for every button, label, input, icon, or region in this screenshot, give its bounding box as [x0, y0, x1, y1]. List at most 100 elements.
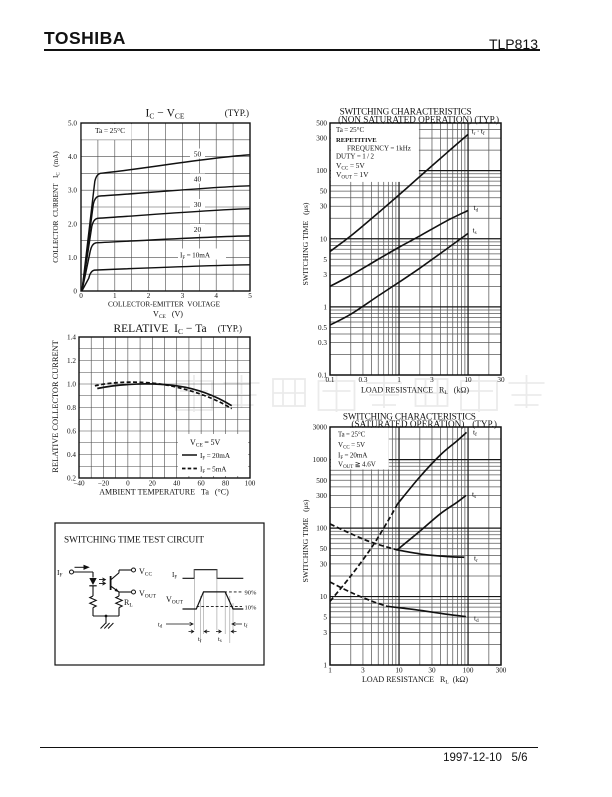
svg-text:40: 40 [194, 175, 202, 184]
svg-text:SWITCHING TIME (μs): SWITCHING TIME (μs) [301, 202, 310, 285]
svg-text:VOUT: VOUT [166, 595, 184, 606]
svg-text:40: 40 [173, 480, 181, 488]
svg-text:FREQUENCY = 1kHz: FREQUENCY = 1kHz [347, 145, 411, 153]
svg-text:VCC = 5V: VCC = 5V [338, 441, 365, 450]
svg-text:20: 20 [194, 225, 202, 234]
svg-text:80: 80 [222, 480, 230, 488]
svg-text:(NON SATURATED OPERATION) (TYP: (NON SATURATED OPERATION) (TYP.) [338, 114, 499, 124]
svg-text:500: 500 [316, 477, 327, 485]
svg-text:2: 2 [147, 292, 151, 300]
svg-text:ts: ts [472, 490, 476, 500]
svg-text:ts: ts [218, 636, 222, 644]
svg-text:COLLECTOR-EMITTER VOLTAGE: COLLECTOR-EMITTER VOLTAGE [108, 301, 221, 309]
svg-text:IF: IF [57, 568, 63, 578]
svg-text:Ta = 25°C: Ta = 25°C [338, 432, 366, 439]
svg-text:3: 3 [323, 629, 327, 637]
svg-text:SWITCHING CHARACTERISTICS: SWITCHING CHARACTERISTICS [343, 411, 476, 421]
svg-text:VOUT = 1V: VOUT = 1V [336, 170, 369, 181]
svg-text:1: 1 [397, 376, 401, 384]
svg-text:1997-12-10 5/6: 1997-12-10 5/6 [443, 752, 527, 764]
svg-text:50: 50 [320, 188, 328, 196]
svg-text:30: 30 [194, 200, 202, 209]
svg-text:30: 30 [320, 560, 328, 568]
svg-text:1.0: 1.0 [68, 254, 77, 262]
svg-text:td: td [158, 622, 163, 630]
svg-text:IF = 5mA: IF = 5mA [200, 466, 227, 475]
svg-text:DUTY = 1 / 2: DUTY = 1 / 2 [336, 153, 374, 161]
svg-text:0.2: 0.2 [67, 475, 76, 483]
svg-text:5: 5 [323, 256, 327, 264]
svg-text:90%: 90% [245, 590, 258, 597]
svg-text:5.0: 5.0 [68, 120, 77, 128]
svg-text:0.3: 0.3 [318, 339, 327, 347]
svg-text:5: 5 [248, 292, 252, 300]
svg-text:IF = 20mA: IF = 20mA [338, 452, 367, 461]
svg-text:RL: RL [124, 598, 133, 609]
svg-text:AMBIENT TEMPERATURE Ta (°C: AMBIENT TEMPERATURE Ta (°C) [99, 488, 229, 497]
svg-text:20: 20 [149, 480, 157, 488]
svg-text:3000: 3000 [313, 424, 328, 432]
svg-text:tf: tf [244, 622, 248, 630]
svg-text:0.5: 0.5 [318, 324, 327, 332]
svg-text:LOAD RESISTANCE RL (kΩ): LOAD RESISTANCE RL (kΩ) [361, 386, 469, 397]
svg-text:1000: 1000 [313, 456, 328, 464]
svg-text:300: 300 [316, 492, 327, 500]
svg-text:VCE (V): VCE (V) [153, 310, 183, 321]
svg-text:tr: tr [198, 636, 202, 644]
svg-text:0: 0 [79, 292, 83, 300]
svg-text:−20: −20 [98, 480, 110, 488]
svg-text:3: 3 [361, 667, 365, 675]
svg-text:td: td [474, 203, 479, 213]
svg-text:VCC = 5V: VCC = 5V [336, 161, 365, 172]
svg-text:VCC: VCC [139, 567, 152, 578]
svg-text:SWITCHING CHARACTERISTICS: SWITCHING CHARACTERISTICS [340, 106, 472, 116]
svg-text:0.8: 0.8 [67, 404, 76, 412]
svg-text:100: 100 [463, 667, 474, 675]
svg-text:tr: tr [474, 554, 478, 564]
svg-text:(TYP.): (TYP.) [218, 324, 242, 334]
svg-text:0: 0 [73, 288, 77, 296]
svg-text:3: 3 [181, 292, 185, 300]
svg-text:0.4: 0.4 [67, 451, 76, 459]
svg-text:500: 500 [316, 120, 327, 128]
svg-text:1.4: 1.4 [67, 334, 76, 342]
svg-text:50: 50 [320, 545, 328, 553]
svg-text:(TYP.): (TYP.) [225, 108, 249, 118]
svg-text:IF = 10mA: IF = 10mA [180, 252, 211, 261]
svg-text:1.2: 1.2 [67, 357, 76, 365]
svg-text:IF = 20mA: IF = 20mA [200, 452, 231, 461]
svg-text:1: 1 [323, 303, 327, 311]
svg-text:TOSHIBA: TOSHIBA [44, 28, 126, 48]
svg-text:0: 0 [126, 480, 130, 488]
svg-text:VOUT: VOUT [139, 589, 157, 600]
svg-text:60: 60 [198, 480, 206, 488]
svg-text:1: 1 [323, 662, 327, 670]
svg-text:0.1: 0.1 [326, 376, 335, 384]
svg-text:tr · tf: tr · tf [472, 127, 485, 137]
svg-text:1: 1 [113, 292, 117, 300]
svg-text:100: 100 [316, 167, 327, 175]
svg-text:COLLECTOR CURRENT IC (mA): COLLECTOR CURRENT IC (mA) [52, 151, 61, 263]
svg-text:10: 10 [395, 667, 403, 675]
svg-text:(TYP.): (TYP.) [472, 419, 497, 429]
svg-text:50: 50 [194, 150, 202, 159]
svg-text:100: 100 [245, 480, 256, 488]
svg-text:1: 1 [328, 667, 332, 675]
svg-text:2.0: 2.0 [68, 220, 77, 228]
svg-text:(SATURATED OPERATION): (SATURATED OPERATION) [351, 419, 464, 429]
svg-text:SWITCHING TIME TEST CIRCUIT: SWITCHING TIME TEST CIRCUIT [64, 536, 204, 546]
svg-text:3: 3 [323, 271, 327, 279]
svg-text:Ta = 25°C: Ta = 25°C [95, 126, 125, 135]
svg-text:300: 300 [496, 667, 507, 675]
svg-text:RELATIVE IC − Ta: RELATIVE IC − Ta [113, 323, 206, 336]
svg-text:30: 30 [320, 203, 328, 211]
svg-text:4.0: 4.0 [68, 153, 77, 161]
svg-text:td: td [474, 614, 479, 624]
svg-text:30: 30 [428, 667, 436, 675]
svg-text:10: 10 [320, 235, 328, 243]
svg-text:3.0: 3.0 [68, 187, 77, 195]
svg-text:3: 3 [430, 376, 434, 384]
svg-text:IF: IF [172, 571, 177, 580]
svg-text:Ta = 25°C: Ta = 25°C [336, 126, 364, 134]
svg-text:0.1: 0.1 [318, 372, 327, 380]
